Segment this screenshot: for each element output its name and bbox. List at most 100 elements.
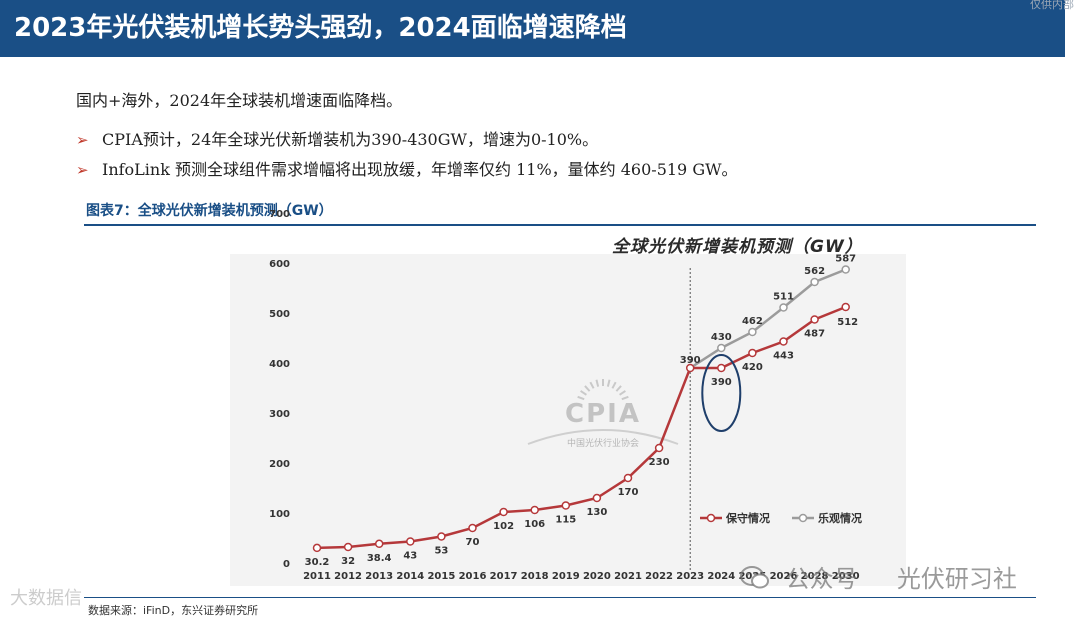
bullet-item: ➢ InfoLink 预测全球组件需求增幅将出现放缓，年增率仅约 11%，量体约… xyxy=(76,158,738,188)
history-point xyxy=(561,501,571,510)
logo-ray xyxy=(619,390,626,396)
watermark-left-text: 大数据信 xyxy=(10,588,82,609)
logo-subtext: 中国光伏行业协会 xyxy=(567,437,639,449)
x-tick-label: 2028 xyxy=(801,571,829,582)
bullet-text: CPIA预计，24年全球光伏新增装机为390-430GW，增速为0-10%。 xyxy=(102,130,599,149)
y-tick-label: 700 xyxy=(269,209,290,220)
bullet-list: ➢ CPIA预计，24年全球光伏新增装机为390-430GW，增速为0-10%。… xyxy=(76,128,738,188)
history-data-label: 102 xyxy=(493,521,514,532)
watermark-right-text-a: 公众号 xyxy=(785,565,858,593)
legend-label: 保守情况 xyxy=(725,511,770,525)
x-tick-label: 2015 xyxy=(427,571,455,582)
history-point xyxy=(406,537,415,546)
optimistic-data-label: 562 xyxy=(804,266,825,277)
conservative-point xyxy=(779,337,788,346)
y-tick-label: 300 xyxy=(269,409,290,420)
logo-arc xyxy=(527,429,679,445)
conservative-data-label: 512 xyxy=(837,317,858,328)
logo-ray xyxy=(577,395,585,401)
history-point xyxy=(499,507,508,517)
optimistic-point xyxy=(841,265,850,274)
header-banner: 2023年光伏装机增长势头强劲，2024面临增速降档 xyxy=(0,0,1065,57)
history-point xyxy=(374,539,384,549)
caption-divider xyxy=(84,224,1036,226)
optimistic-point xyxy=(779,303,788,312)
logo-ray xyxy=(584,385,591,392)
conservative-data-label: 420 xyxy=(742,362,763,373)
history-data-label: 115 xyxy=(555,515,576,526)
history-data-label: 43 xyxy=(403,551,417,562)
bottom-divider xyxy=(84,597,1036,598)
logo-ray xyxy=(606,379,611,387)
optimistic-point xyxy=(748,327,757,337)
history-data-label: 390 xyxy=(680,355,701,366)
x-tick-label: 2017 xyxy=(490,571,518,582)
chart-background xyxy=(230,254,906,586)
history-point xyxy=(312,543,322,553)
optimistic-line xyxy=(689,268,847,370)
x-tick-label: 2023 xyxy=(676,571,704,582)
history-point xyxy=(592,493,602,503)
history-point xyxy=(468,523,477,533)
logo-ray xyxy=(621,395,629,401)
conservative-point xyxy=(748,348,757,358)
history-data-label: 230 xyxy=(649,457,670,468)
legend-swatch-marker xyxy=(798,513,808,523)
arrow-bullet-icon: ➢ xyxy=(76,161,89,179)
history-data-label: 38.4 xyxy=(367,553,392,564)
x-tick-label: 2025 xyxy=(738,571,766,582)
bullet-item: ➢ CPIA预计，24年全球光伏新增装机为390-430GW，增速为0-10%。 xyxy=(76,128,738,158)
history-point xyxy=(685,363,695,373)
history-data-label: 130 xyxy=(586,507,607,518)
history-point xyxy=(437,532,446,541)
y-tick-label: 500 xyxy=(269,309,290,320)
x-tick-label: 2013 xyxy=(365,571,393,582)
x-tick-label: 2021 xyxy=(614,571,642,582)
corner-tag: 仅供内部 xyxy=(1030,0,1074,11)
optimistic-data-label: 511 xyxy=(773,292,794,303)
history-data-label: 53 xyxy=(434,546,448,557)
x-tick-label: 2011 xyxy=(303,571,331,582)
watermark-right-text-b: 光伏研习社 xyxy=(896,565,1017,593)
optimistic-data-label: 587 xyxy=(835,254,856,265)
x-tick-label: 2020 xyxy=(583,571,611,582)
conservative-data-label: 487 xyxy=(804,329,825,340)
arrow-bullet-icon: ➢ xyxy=(76,131,89,149)
logo-ray xyxy=(589,381,595,389)
logo-ray xyxy=(580,390,587,396)
legend-label: 乐观情况 xyxy=(818,511,862,525)
x-tick-label: 2024 xyxy=(707,571,735,582)
x-tick-label: 2030 xyxy=(832,571,860,582)
bullet-text: InfoLink 预测全球组件需求增幅将出现放缓，年增率仅约 11%，量体约 4… xyxy=(102,160,738,179)
conservative-point xyxy=(717,363,726,373)
legend-swatch-marker xyxy=(706,513,716,523)
conservative-data-label: 390 xyxy=(711,377,732,388)
history-data-label: 32 xyxy=(341,556,355,567)
history-data-label: 70 xyxy=(466,537,480,548)
optimistic-point xyxy=(717,343,726,353)
x-tick-label: 2016 xyxy=(459,571,487,582)
x-tick-label: 2014 xyxy=(396,571,424,582)
optimistic-point xyxy=(810,277,819,287)
history-data-label: 30.2 xyxy=(305,557,330,568)
conservative-line xyxy=(690,305,847,370)
conservative-point xyxy=(841,302,850,312)
wechat-icon xyxy=(740,566,769,589)
page-title: 2023年光伏装机增长势头强劲，2024面临增速降档 xyxy=(14,13,627,43)
y-tick-label: 0 xyxy=(283,559,290,570)
optimistic-data-label: 462 xyxy=(742,316,763,327)
history-point xyxy=(530,505,539,515)
history-point xyxy=(343,542,353,552)
history-point xyxy=(623,473,633,483)
x-tick-label: 2026 xyxy=(770,571,798,582)
figure-caption: 图表7：全球光伏新增装机预测（GW） xyxy=(86,203,333,219)
y-tick-label: 200 xyxy=(269,459,290,470)
logo-ray xyxy=(595,379,600,387)
x-tick-label: 2022 xyxy=(645,571,673,582)
logo-text: CPIA xyxy=(565,399,641,429)
watermark-right: 公众号 光伏研习社 xyxy=(740,559,1017,594)
chart-title: 全球光伏新增装机预测（GW） xyxy=(612,237,863,257)
watermark-left: 大数据信 xyxy=(10,584,82,610)
history-point xyxy=(654,443,664,453)
